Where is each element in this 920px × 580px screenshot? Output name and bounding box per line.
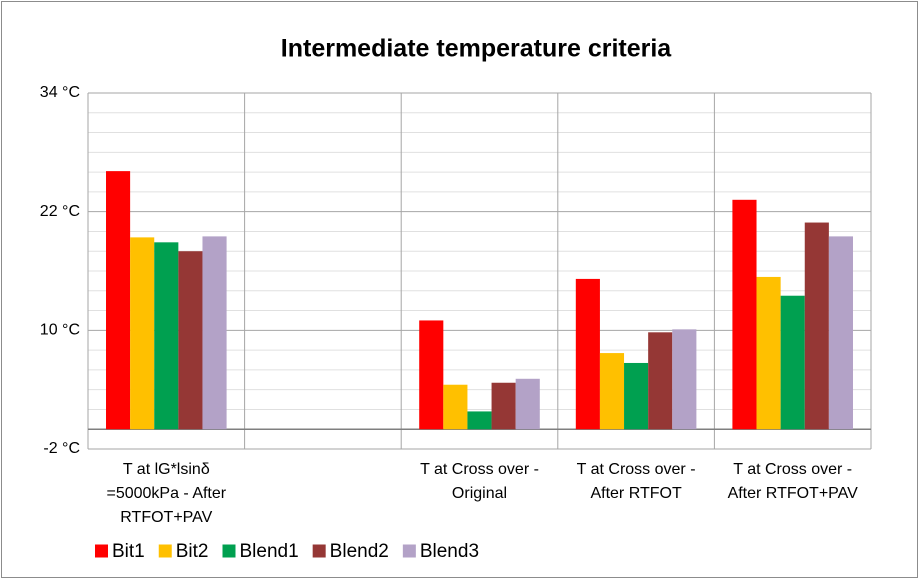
x-tick-label: T at Cross over - Original bbox=[420, 461, 539, 502]
legend-swatch bbox=[95, 544, 108, 558]
legend-swatch bbox=[222, 544, 236, 558]
y-tick-label: 22 °C bbox=[40, 203, 80, 220]
bar bbox=[443, 384, 468, 430]
bar bbox=[732, 199, 757, 430]
bar bbox=[756, 276, 781, 430]
bar bbox=[419, 320, 444, 430]
bar bbox=[178, 251, 203, 430]
legend-label: Blend1 bbox=[240, 541, 299, 562]
legend-label: Bit2 bbox=[176, 541, 209, 562]
bar bbox=[154, 242, 179, 430]
legend-swatch bbox=[312, 544, 326, 558]
legend-label: Blend3 bbox=[420, 541, 479, 562]
bar bbox=[804, 222, 829, 430]
x-tick-label: T at Cross over - After RTFOT+PAV bbox=[727, 461, 858, 502]
x-tick-label: T at lG*lsinδ =5000kPa - After RTFOT+PAV bbox=[106, 461, 227, 526]
bar bbox=[672, 329, 697, 430]
bar bbox=[106, 171, 131, 430]
bar bbox=[575, 278, 600, 430]
legend-swatch bbox=[158, 544, 172, 558]
bar bbox=[130, 237, 155, 430]
bar bbox=[491, 382, 516, 430]
bar bbox=[624, 362, 649, 430]
bar bbox=[467, 411, 492, 430]
bar bbox=[515, 378, 540, 430]
legend-label: Blend2 bbox=[330, 541, 389, 562]
legend-label: Bit1 bbox=[112, 541, 145, 562]
bar bbox=[780, 295, 805, 430]
x-tick-label: T at Cross over - After RTFOT bbox=[576, 461, 696, 502]
y-tick-label: -2 °C bbox=[43, 440, 80, 457]
bar bbox=[648, 332, 673, 430]
y-tick-label: 34 °C bbox=[40, 84, 80, 101]
bar bbox=[599, 353, 625, 430]
legend-swatch bbox=[402, 544, 416, 558]
bar bbox=[828, 236, 853, 430]
y-tick-label: 10 °C bbox=[40, 322, 80, 339]
chart-title: Intermediate temperature criteria bbox=[281, 35, 673, 63]
bar bbox=[202, 236, 227, 430]
